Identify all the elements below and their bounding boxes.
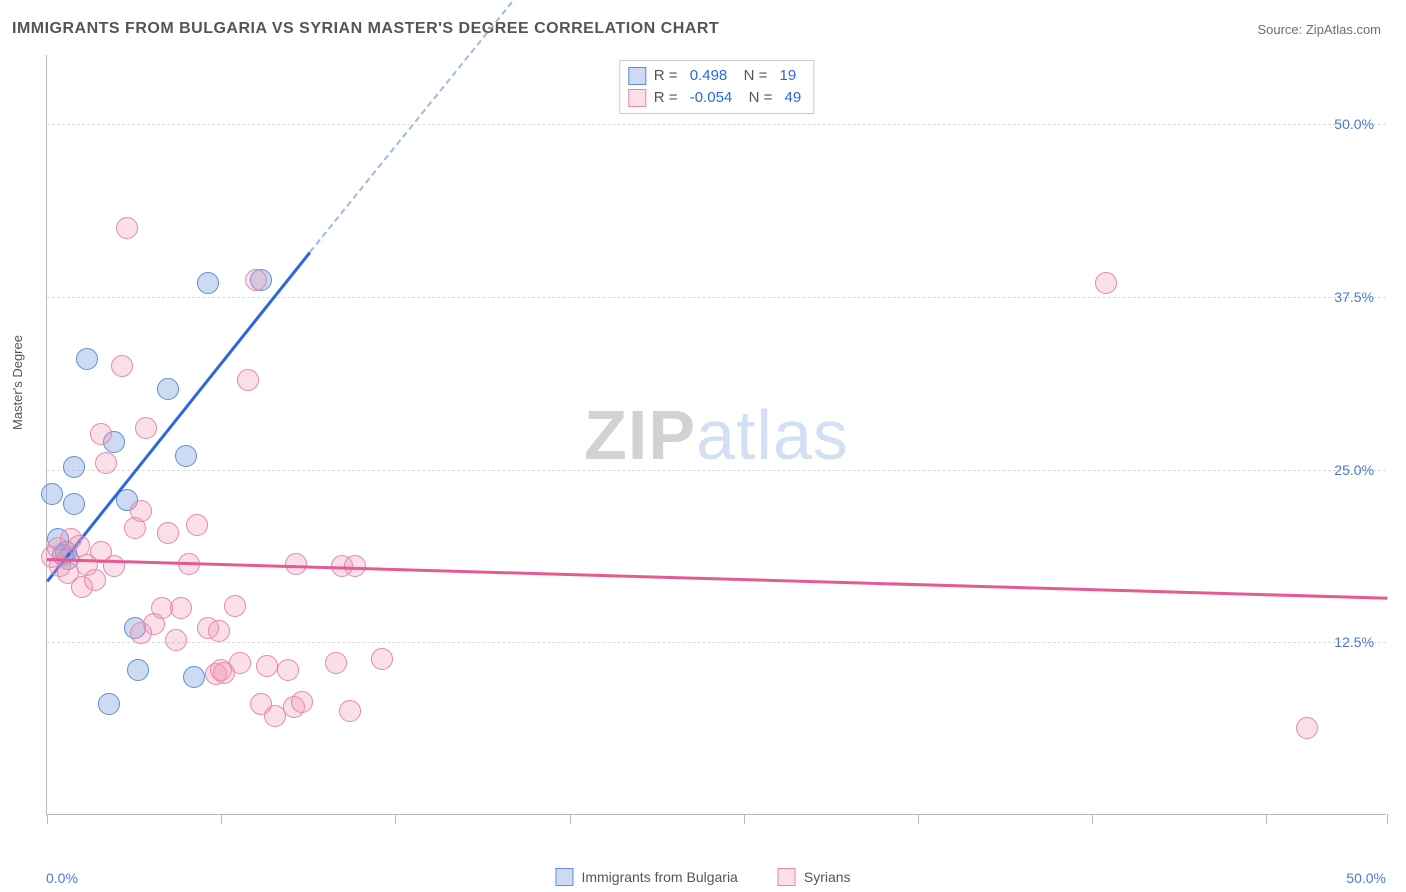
x-tick <box>570 814 571 824</box>
y-tick-label: 37.5% <box>1334 289 1374 305</box>
data-point <box>371 648 393 670</box>
data-point <box>277 659 299 681</box>
data-point <box>157 522 179 544</box>
swatch-bulgaria <box>628 67 646 85</box>
data-point <box>175 445 197 467</box>
data-point <box>183 666 205 688</box>
n-label: N = <box>740 87 776 109</box>
gridline <box>47 642 1386 643</box>
x-tick <box>1266 814 1267 824</box>
x-tick <box>918 814 919 824</box>
trend-line <box>47 558 1387 599</box>
data-point <box>76 348 98 370</box>
correlation-legend: R = 0.498 N = 19 R = -0.054 N = 49 <box>619 60 814 114</box>
legend-label-bulgaria: Immigrants from Bulgaria <box>581 869 737 885</box>
legend-row-bulgaria: R = 0.498 N = 19 <box>628 65 801 87</box>
watermark-zip: ZIP <box>584 396 696 474</box>
n-value-bulgaria: 19 <box>780 65 797 87</box>
data-point <box>116 217 138 239</box>
n-value-syrians: 49 <box>785 87 802 109</box>
x-tick <box>47 814 48 824</box>
data-point <box>95 452 117 474</box>
n-label: N = <box>735 65 771 87</box>
series-legend: Immigrants from Bulgaria Syrians <box>555 868 850 886</box>
gridline <box>47 124 1386 125</box>
x-tick <box>395 814 396 824</box>
data-point <box>229 652 251 674</box>
data-point <box>63 493 85 515</box>
data-point <box>1095 272 1117 294</box>
data-point <box>157 378 179 400</box>
data-point <box>256 655 278 677</box>
x-axis-max-label: 50.0% <box>1346 870 1386 886</box>
data-point <box>90 423 112 445</box>
data-point <box>111 355 133 377</box>
data-point <box>130 500 152 522</box>
x-tick <box>1092 814 1093 824</box>
x-tick <box>744 814 745 824</box>
x-tick <box>1387 814 1388 824</box>
data-point <box>127 659 149 681</box>
legend-label-syrians: Syrians <box>804 869 851 885</box>
data-point <box>170 597 192 619</box>
data-point <box>197 272 219 294</box>
data-point <box>63 456 85 478</box>
data-point <box>186 514 208 536</box>
scatter-plot-area: ZIPatlas R = 0.498 N = 19 R = -0.054 N =… <box>46 55 1386 815</box>
x-tick <box>221 814 222 824</box>
data-point <box>224 595 246 617</box>
legend-item-syrians: Syrians <box>778 868 851 886</box>
data-point <box>325 652 347 674</box>
y-tick-label: 12.5% <box>1334 634 1374 650</box>
data-point <box>1296 717 1318 739</box>
data-point <box>291 691 313 713</box>
chart-title: IMMIGRANTS FROM BULGARIA VS SYRIAN MASTE… <box>12 20 719 38</box>
gridline <box>47 297 1386 298</box>
watermark: ZIPatlas <box>584 395 849 475</box>
legend-item-bulgaria: Immigrants from Bulgaria <box>555 868 737 886</box>
swatch-syrians <box>628 89 646 107</box>
data-point <box>135 417 157 439</box>
r-label: R = <box>654 65 682 87</box>
y-tick-label: 50.0% <box>1334 116 1374 132</box>
swatch-bulgaria <box>555 868 573 886</box>
y-axis-title: Master's Degree <box>10 335 25 430</box>
r-label: R = <box>654 87 682 109</box>
x-axis-min-label: 0.0% <box>46 870 78 886</box>
data-point <box>237 369 259 391</box>
swatch-syrians <box>778 868 796 886</box>
data-point <box>84 569 106 591</box>
data-point <box>41 483 63 505</box>
r-value-bulgaria: 0.498 <box>690 65 728 87</box>
source-label: Source: ZipAtlas.com <box>1257 22 1381 37</box>
r-value-syrians: -0.054 <box>690 87 733 109</box>
y-tick-label: 25.0% <box>1334 462 1374 478</box>
data-point <box>285 553 307 575</box>
data-point <box>165 629 187 651</box>
data-point <box>339 700 361 722</box>
data-point <box>208 620 230 642</box>
data-point <box>98 693 120 715</box>
watermark-atlas: atlas <box>696 396 849 474</box>
legend-row-syrians: R = -0.054 N = 49 <box>628 87 801 109</box>
data-point <box>245 269 267 291</box>
gridline <box>47 470 1386 471</box>
